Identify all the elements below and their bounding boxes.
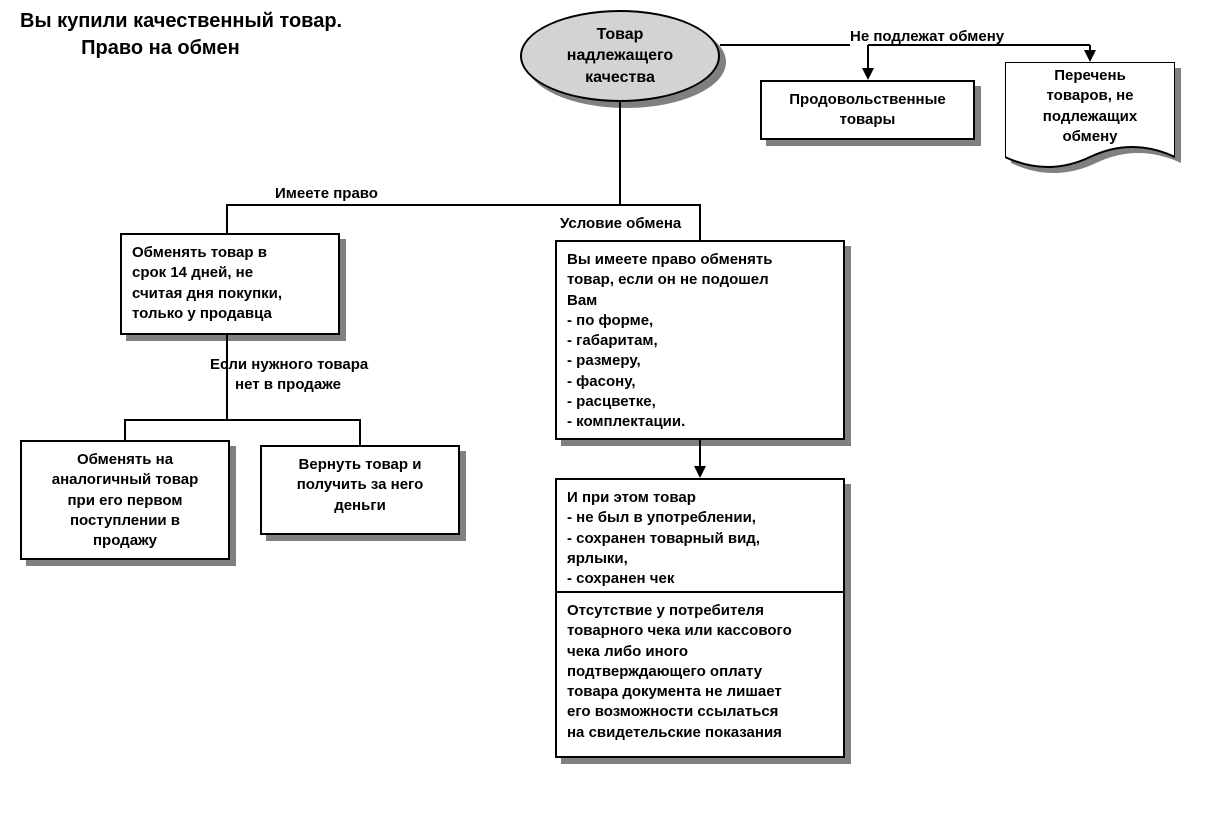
root-node: Товар надлежащего качества	[520, 10, 720, 102]
flowchart-canvas: Вы купили качественный товар. Право на о…	[0, 0, 1211, 825]
label-not-exchangeable: Не подлежат обмену	[850, 28, 1004, 45]
exchange14-node: Обменять товар в срок 14 дней, не считая…	[120, 233, 340, 335]
root-node-text: Товар надлежащего качества	[567, 24, 673, 89]
list-node: Перечень товаров, не подлежащих обмену	[1005, 62, 1175, 157]
exchange-similar-node: Обменять на аналогичный товар при его пе…	[20, 440, 230, 560]
return-money-node: Вернуть товар и получить за него деньги	[260, 445, 460, 535]
label-condition: Условие обмена	[560, 215, 681, 232]
page-title: Вы купили качественный товар. Право на о…	[20, 8, 342, 62]
label-have-right: Имеете право	[275, 185, 378, 202]
no-receipt-node: Отсутствие у потребителя товарного чека …	[555, 593, 845, 758]
food-node: Продовольственные товары	[760, 80, 975, 140]
item-state-node: И при этом товар - не был в употреблении…	[555, 478, 845, 593]
conditions-node: Вы имеете право обменять товар, если он …	[555, 240, 845, 440]
label-out-of-stock: Если нужного товара нет в продаже	[210, 355, 368, 394]
